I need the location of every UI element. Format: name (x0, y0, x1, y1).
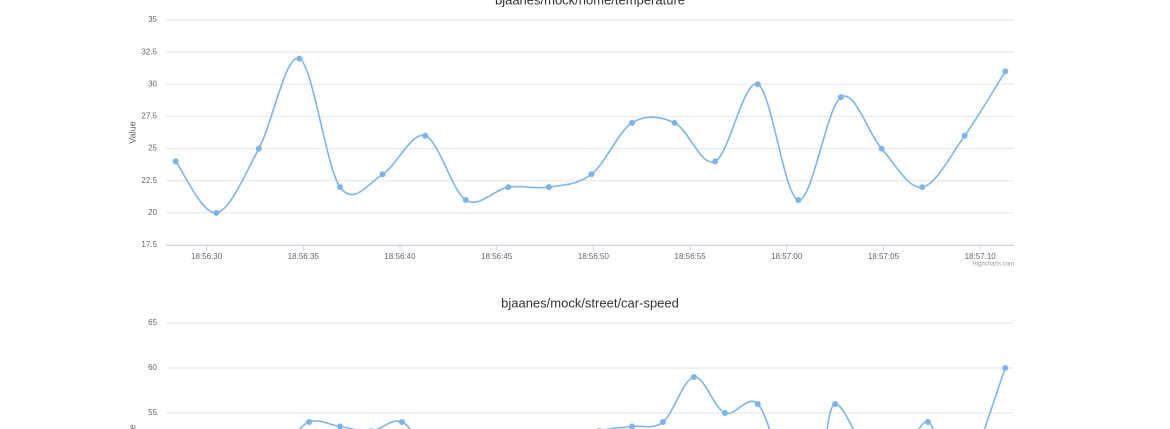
data-point (832, 401, 839, 407)
series-line (175, 57, 1006, 214)
chart: bjaanes/mock/street/car-speedValue404550… (127, 295, 1014, 429)
data-point (337, 184, 344, 191)
data-point (660, 419, 667, 425)
data-point (213, 209, 220, 216)
y-tick-label: 25 (148, 144, 157, 153)
y-axis-label: Value (127, 121, 137, 143)
data-point (924, 419, 931, 425)
y-tick-label: 35 (148, 15, 157, 24)
data-point (629, 119, 636, 126)
data-point (505, 184, 512, 191)
data-point (337, 423, 344, 429)
x-tick-label: 18:56:40 (384, 252, 416, 261)
data-point (255, 145, 262, 152)
x-tick-label: 18:56:55 (675, 252, 707, 261)
y-axis-label: Value (127, 424, 137, 429)
x-tick-label: 18:56:35 (288, 252, 320, 261)
data-point (545, 184, 552, 191)
data-point (878, 145, 885, 152)
chart: bjaanes/mock/home/temperature Value 17.5 20… (127, 0, 1014, 268)
data-point (754, 81, 761, 88)
x-tick-label: 18:56:45 (481, 252, 513, 261)
chart-title: bjaanes/mock/street/car-speed (501, 295, 679, 310)
data-point (671, 119, 678, 126)
series-line (298, 367, 1007, 429)
data-point (398, 419, 405, 425)
chart-title: bjaanes/mock/home/temperature (495, 0, 685, 7)
data-point (721, 410, 728, 416)
data-point (919, 184, 926, 191)
y-tick-label: 32.5 (141, 47, 157, 56)
x-tick-label: 18:57:00 (771, 252, 803, 261)
x-tick-label: 18:57:10 (965, 252, 997, 261)
data-point (422, 132, 429, 139)
x-tick-label: 18:56:30 (191, 252, 223, 261)
data-point (1002, 68, 1009, 75)
x-tick-label: 18:57:05 (868, 252, 900, 261)
credits: Highcharts.com (972, 262, 1014, 268)
data-point (1002, 365, 1009, 371)
data-point (296, 55, 303, 62)
y-tick-label: 65 (148, 318, 157, 327)
data-point (712, 158, 719, 165)
data-point (690, 374, 697, 380)
y-tick-label: 22.5 (141, 176, 157, 185)
data-point (588, 171, 595, 178)
data-point (795, 197, 802, 203)
y-tick-label: 30 (148, 79, 157, 88)
data-point (961, 132, 968, 139)
data-point (172, 158, 179, 165)
y-tick-label: 55 (148, 408, 157, 417)
data-point (629, 423, 636, 429)
y-tick-label: 27.5 (141, 112, 157, 121)
data-point (754, 401, 761, 407)
x-tick-label: 18:56:50 (578, 252, 610, 261)
data-point (462, 197, 469, 203)
y-tick-label: 17.5 (141, 240, 157, 249)
data-point (306, 419, 313, 425)
y-tick-label: 60 (148, 363, 157, 372)
data-point (837, 94, 844, 101)
y-tick-label: 20 (148, 208, 157, 217)
data-point (379, 171, 386, 178)
